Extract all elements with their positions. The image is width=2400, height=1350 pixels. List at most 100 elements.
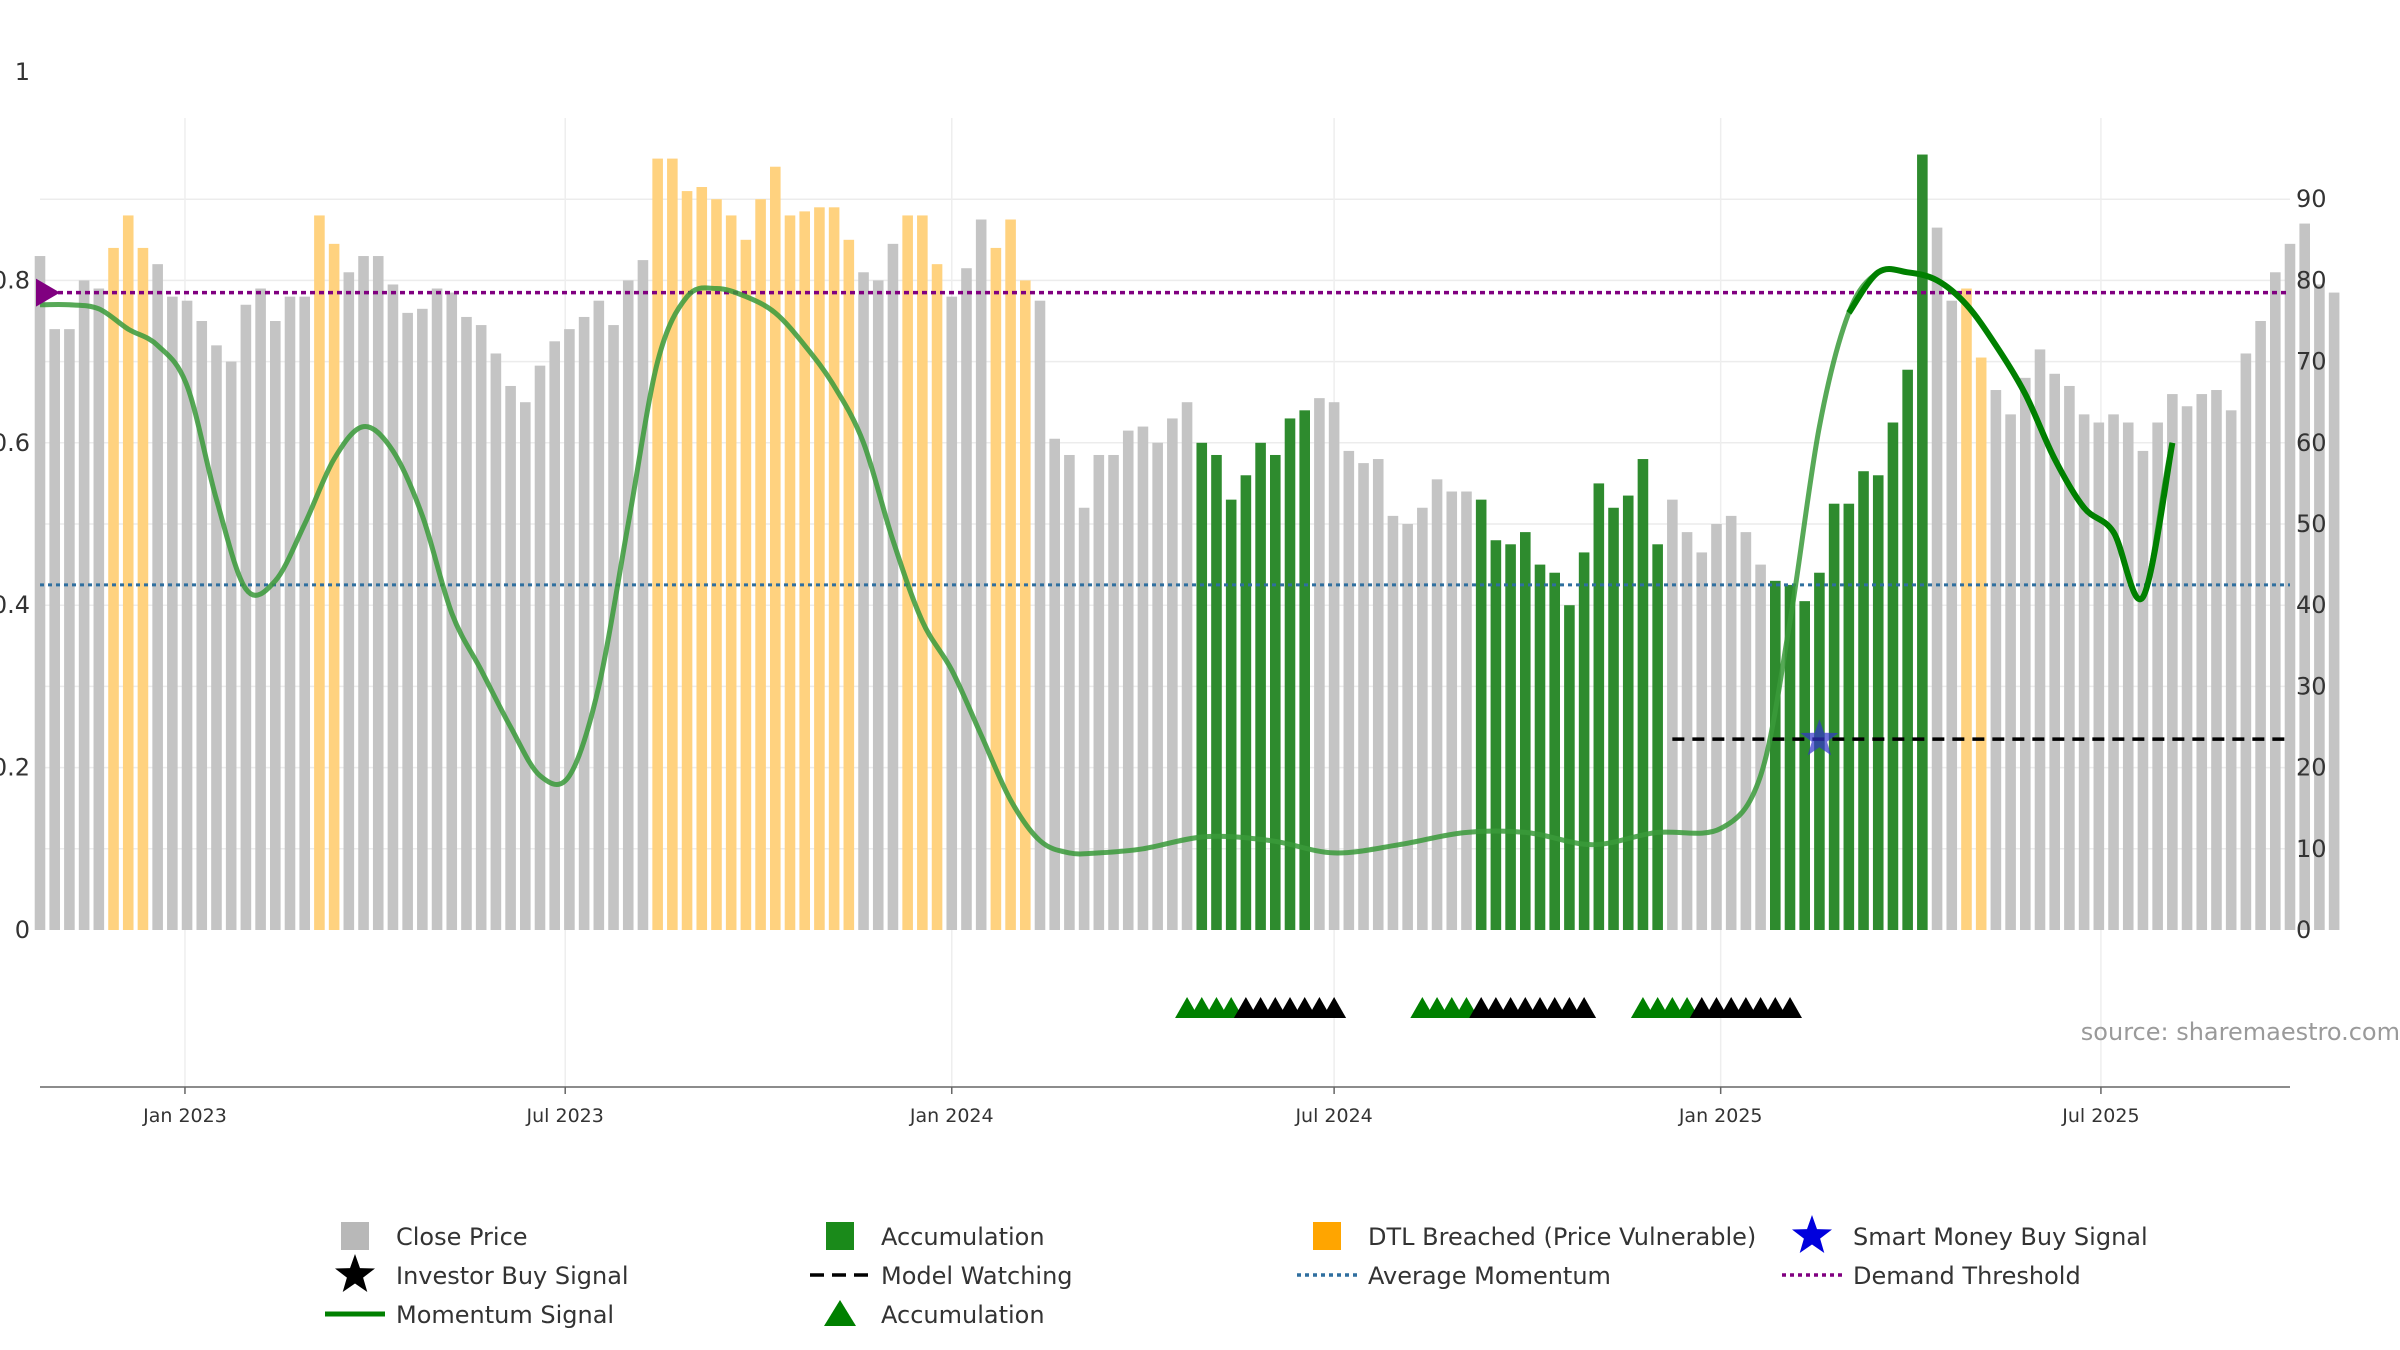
close-price-bar <box>167 296 178 930</box>
close-price-bar <box>402 312 413 930</box>
close-price-bar <box>1078 507 1090 930</box>
right-tick-label: 70 <box>2296 348 2327 376</box>
close-price-bar <box>1034 300 1046 930</box>
close-price-bar <box>1358 463 1369 930</box>
accumulation-bar <box>1255 442 1266 930</box>
close-price-bar <box>1681 532 1693 930</box>
legend-label: Close Price <box>396 1223 528 1251</box>
legend: Close Price Accumulation DTL Breached (Pri… <box>325 1215 2148 1329</box>
x-tick-label: Jan 2024 <box>909 1105 994 1127</box>
legend-square-icon <box>826 1222 854 1250</box>
close-price-bar <box>622 280 634 930</box>
x-tick-label: Jul 2024 <box>1294 1105 1372 1127</box>
close-price-bar <box>270 321 281 930</box>
accumulation-bar <box>1887 422 1899 930</box>
dtl-breached-bar <box>711 199 722 930</box>
close-price-bar <box>2093 422 2105 930</box>
right-tick-label: 30 <box>2296 672 2327 700</box>
accumulation-bar <box>1225 499 1237 930</box>
close-price-bar <box>2196 394 2208 931</box>
close-price-bar <box>2078 414 2090 930</box>
dtl-breached-bar <box>652 158 663 931</box>
dtl-breached-bar <box>667 158 678 931</box>
accumulation-bar <box>1828 503 1840 930</box>
legend-triangle-icon <box>824 1300 856 1326</box>
legend-label: Momentum Signal <box>396 1301 614 1329</box>
close-price-bar <box>1122 430 1134 930</box>
accumulation-bar <box>1299 410 1310 930</box>
close-price-bar <box>490 353 502 931</box>
dtl-breached-bar <box>784 215 796 930</box>
close-price-bar <box>1725 515 1737 930</box>
left-tick-label: 0.8 <box>0 266 30 294</box>
smart-money-buy-signal <box>1800 719 1839 756</box>
close-price-bar <box>872 280 884 930</box>
legend-label: DTL Breached (Price Vulnerable) <box>1368 1223 1756 1251</box>
close-price-bar <box>2137 450 2149 930</box>
close-price-bar <box>1402 524 1413 930</box>
dtl-breached-bar <box>917 215 928 930</box>
close-price-bar <box>343 272 355 930</box>
close-price-bar <box>49 329 60 930</box>
close-price-bar <box>1049 438 1060 930</box>
close-price-bar <box>78 280 90 930</box>
close-price-bar <box>255 288 266 930</box>
accumulation-bar <box>1211 454 1222 930</box>
close-price-bar <box>461 316 472 930</box>
legend-item: Investor Buy Signal <box>335 1254 629 1292</box>
legend-item: Smart Money Buy Signal <box>1792 1215 2148 1253</box>
close-price-bar <box>64 329 75 930</box>
accumulation-bar <box>1549 572 1560 930</box>
close-price-bar <box>1755 564 1766 930</box>
close-price-bar <box>2005 414 2016 930</box>
close-price-bar <box>93 288 105 930</box>
accumulation-bar <box>1475 499 1487 930</box>
accumulation-bar <box>1534 564 1546 930</box>
close-price-bar <box>2225 410 2237 930</box>
left-tick-label: 0.6 <box>0 429 30 457</box>
momentum-signal <box>39 265 2176 857</box>
close-price-bar <box>2034 349 2046 930</box>
close-price-bar <box>2108 414 2119 930</box>
close-price-bar <box>2049 373 2060 930</box>
close-price-bar <box>240 304 252 930</box>
right-tick-label: 40 <box>2296 591 2327 619</box>
close-price-bar <box>417 308 428 930</box>
x-tick-label: Jul 2025 <box>2061 1105 2139 1127</box>
legend-item: Close Price <box>341 1222 528 1251</box>
accumulation-bar <box>1843 503 1855 930</box>
legend-item: Model Watching <box>810 1262 1073 1290</box>
close-price-bar <box>975 219 987 930</box>
close-price-bar <box>608 325 619 930</box>
dtl-breached-bar <box>902 215 913 930</box>
legend-star-icon <box>335 1254 375 1292</box>
accumulation-bar <box>1520 532 1531 930</box>
dtl-breached-bar <box>314 215 325 930</box>
dtl-breached-bar <box>137 247 149 931</box>
close-price-bar <box>152 264 163 930</box>
close-price-bar <box>1328 402 1340 930</box>
close-price-bar <box>211 345 222 930</box>
close-price-bar <box>1372 459 1384 930</box>
dtl-breached-bar <box>1005 219 1016 930</box>
dtl-breached-bar <box>814 207 825 930</box>
dtl-breached-bar <box>755 199 766 930</box>
dtl-breached-bar <box>990 247 1002 931</box>
close-price-bar <box>431 288 443 930</box>
close-price-bar <box>1740 532 1752 930</box>
close-price-bar <box>564 329 575 930</box>
dtl-breached-bar <box>828 207 840 930</box>
accumulation-bar <box>1593 483 1605 930</box>
dtl-breached-bar <box>799 211 810 930</box>
accumulation-bar <box>1902 369 1913 931</box>
close-price-bar <box>858 272 869 930</box>
close-price-bar <box>520 402 531 930</box>
legend-label: Model Watching <box>881 1262 1073 1290</box>
dtl-breached-bar <box>696 187 708 930</box>
accumulation-bar <box>1814 572 1825 930</box>
accumulation-bar <box>1608 507 1619 930</box>
close-price-bar <box>2211 390 2222 930</box>
close-price-bar <box>946 296 958 930</box>
close-price-bar <box>2122 422 2134 930</box>
